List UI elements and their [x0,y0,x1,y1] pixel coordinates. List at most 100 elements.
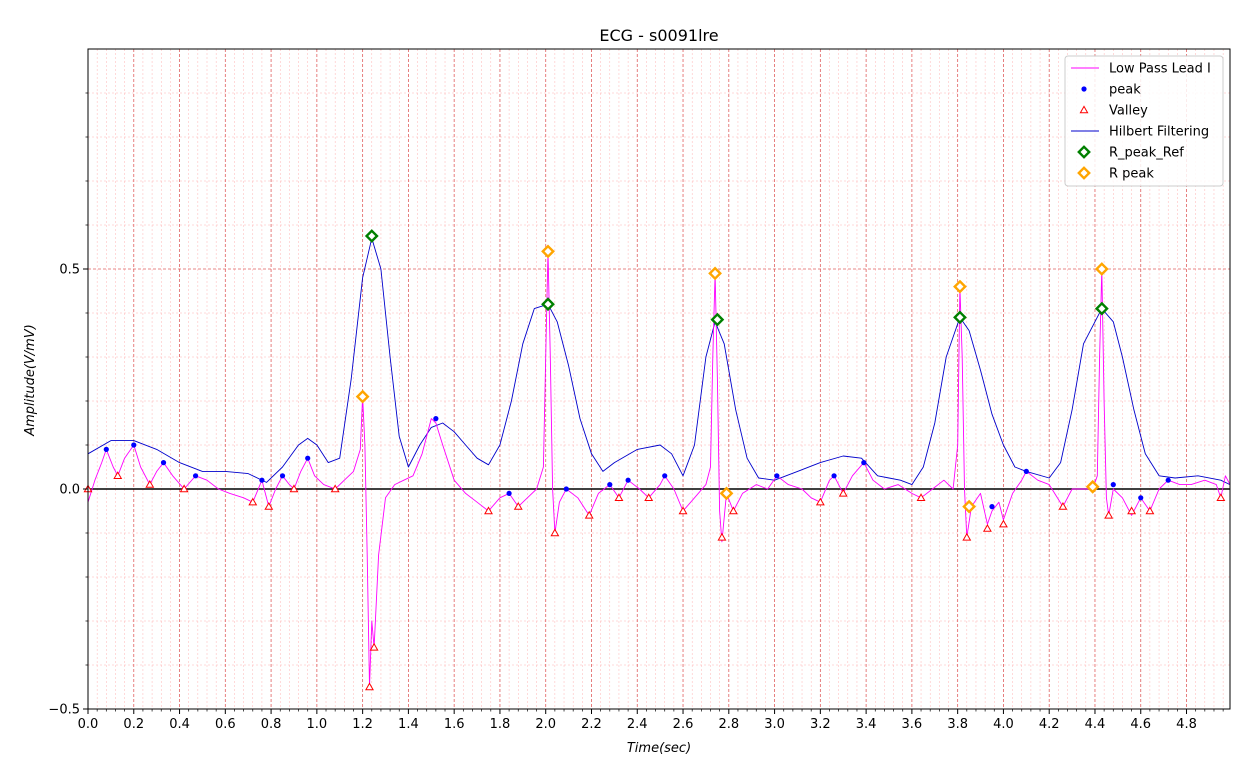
marker-valley [584,510,594,519]
x-tick-label: 2.2 [581,717,602,732]
marker-valley [1104,510,1114,519]
y-tick-label: −0.5 [48,703,80,718]
legend-label-r-peak: R peak [1109,167,1154,182]
marker-peak [1023,468,1029,474]
marker-valley [179,484,189,493]
marker-valley [815,497,825,506]
marker-peak [861,460,867,466]
marker-valley [365,682,374,691]
x-tick-label: 2.4 [627,717,648,732]
x-tick-label: 4.0 [993,717,1014,732]
marker-peak [506,490,512,496]
legend-label-hilbert-filtering: Hilbert Filtering [1109,125,1209,140]
x-tick-label: 2.0 [535,717,556,732]
marker-valley [728,506,738,515]
marker-valley [717,532,727,541]
series-line-hilbert-filtering [87,237,1231,486]
marker-r-peak [962,499,976,514]
marker-r-peak [708,266,722,281]
marker-valley [145,479,155,488]
x-tick-label: 0.0 [78,717,99,732]
marker-r-peak-ref [541,297,555,312]
x-tick-label: 3.2 [810,717,831,732]
marker-r-peak [1094,262,1109,276]
marker-peak [1165,477,1171,483]
x-tick-label: 2.8 [718,717,739,732]
marker-valley [982,523,992,532]
legend-swatch-valley [1079,105,1089,114]
marker-valley [289,484,299,493]
marker-r-peak [355,389,370,404]
marker-peak [160,460,167,466]
marker-valley [678,506,688,515]
marker-peak [279,473,286,479]
x-tick-label: 0.2 [123,717,144,732]
y-axis-title: Amplitude(V/mV) [23,324,38,437]
legend-swatch-r-peak-ref [1077,145,1091,159]
series-layer [83,229,1231,691]
marker-r-peak-ref [1094,301,1109,316]
marker-r-peak [953,279,967,294]
marker-valley [484,506,493,515]
axis-ticks: 0.0 0.2 0.4 0.6 0.8 1.0 1.2 1.4 1.6 1.8 2.0 2.2 2.4 2… [48,92,1224,732]
x-tick-label: 1.0 [307,717,328,732]
x-tick-label: 4.8 [1176,717,1197,732]
marker-valley [962,532,972,541]
legend-label-valley: Valley [1109,104,1148,119]
marker-valley [113,471,123,479]
x-tick-label: 0.8 [261,717,282,732]
x-tick-label: 1.4 [398,717,419,732]
marker-peak [831,473,837,479]
marker-peak [259,477,265,483]
marker-peak [1138,495,1144,501]
marker-peak [625,477,631,483]
x-tick-label: 4.6 [1130,717,1151,732]
marker-valley [614,493,624,501]
marker-peak [563,486,569,492]
y-tick-label: 0.0 [59,483,80,498]
marker-valley [1058,501,1068,510]
x-tick-label: 1.2 [352,717,373,732]
plot-frame [87,48,1231,710]
x-tick-label: 4.2 [1039,717,1060,732]
marker-peak [662,473,668,479]
marker-r-peak [1085,479,1100,494]
marker-r-peak-ref [710,312,725,327]
marker-peak [131,442,137,448]
x-tick-label: 0.4 [169,717,190,732]
x-tick-label: 3.0 [764,717,785,732]
marker-r-peak-ref [364,229,379,243]
legend-swatch-peak [1081,86,1087,92]
marker-valley [1127,506,1137,515]
marker-valley [513,501,523,510]
marker-valley [1216,493,1226,501]
legend: Low Pass Lead I peak Valley Hilbert Filteri… [1064,55,1224,187]
x-axis-title: Time(sec) [627,741,691,756]
y-tick-label: 0.5 [59,263,80,278]
marker-valley [916,493,926,501]
marker-peak [103,446,109,452]
marker-peak [433,416,439,422]
marker-peak [989,504,995,510]
grid [88,49,1230,709]
legend-swatch-r-peak [1077,166,1091,180]
marker-r-peak [719,486,734,501]
marker-valley [1145,506,1155,515]
x-tick-label: 3.4 [856,717,877,732]
marker-valley [369,642,379,651]
marker-valley [550,528,560,537]
chart-title: ECG - s0091lre [599,26,718,45]
x-tick-label: 1.8 [490,717,511,732]
marker-valley [330,484,340,493]
legend-label-peak: peak [1109,83,1141,98]
marker-valley [838,488,848,497]
marker-peak [607,482,613,488]
x-tick-label: 0.6 [215,717,236,732]
legend-label-low-pass-lead-i: Low Pass Lead I [1109,62,1211,77]
x-tick-label: 1.6 [444,717,465,732]
marker-peak [192,473,199,479]
x-tick-label: 3.6 [902,717,923,732]
marker-valley [644,493,654,501]
marker-valley [264,501,274,510]
